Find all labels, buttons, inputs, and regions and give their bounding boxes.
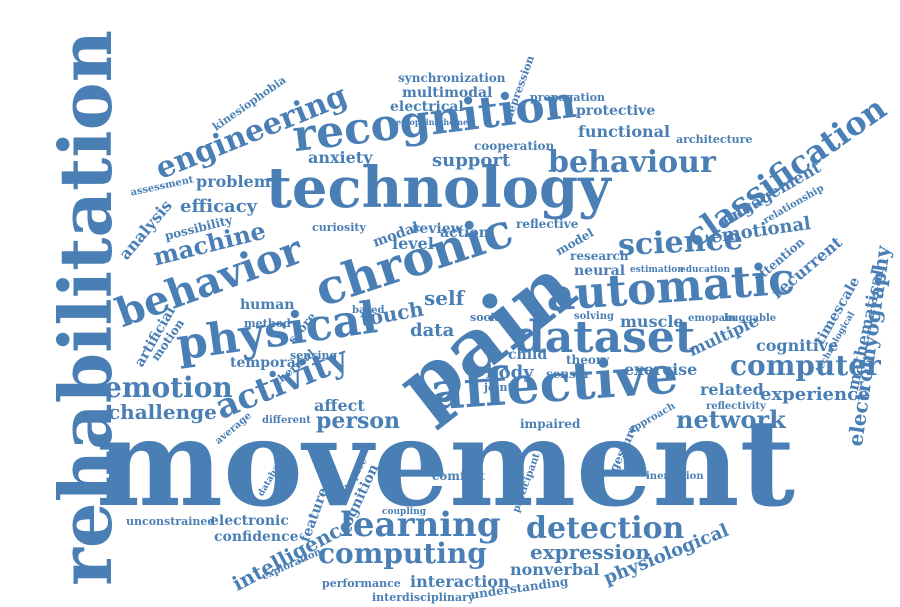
word-efficacy: efficacy <box>180 196 258 217</box>
word-nonverbal: nonverbal <box>510 560 600 579</box>
word-problem: problem <box>196 172 271 191</box>
word-curiosity: curiosity <box>312 221 366 234</box>
word-self: self <box>424 286 465 310</box>
word-computer: computer <box>730 349 881 382</box>
word-exercise: exercise <box>624 360 698 379</box>
word-challenge: challenge <box>108 400 217 424</box>
word-related: related <box>700 380 764 399</box>
word-behaviour: behaviour <box>548 145 716 180</box>
word-computing: computing <box>318 537 487 570</box>
word-synchronization: synchronization <box>398 71 506 85</box>
word-muscle: muscle <box>620 312 684 331</box>
word-network: network <box>676 405 786 434</box>
word-experience: experience <box>760 384 870 405</box>
word-unconstrained: unconstrained <box>126 515 216 528</box>
word-technology: technology <box>266 155 611 221</box>
word-education: education <box>680 265 730 275</box>
word-body: body <box>486 362 534 383</box>
word-support: support <box>432 150 511 171</box>
word-action: action <box>440 225 489 241</box>
word-cognitive: cognitive <box>756 336 839 355</box>
word-detection: detection <box>526 511 685 546</box>
word-emopain: emopain <box>688 313 737 324</box>
word-research: research <box>570 249 629 263</box>
word-emopainathome: emopainathome <box>396 117 469 127</box>
word-method: method <box>244 317 291 330</box>
word-neural: neural <box>574 263 626 279</box>
word-impaired: impaired <box>520 417 581 431</box>
word-protective: protective <box>576 103 656 119</box>
word-reflective: reflective <box>516 217 579 231</box>
word-level: level <box>392 234 434 253</box>
word-estimation: estimation <box>630 265 684 275</box>
word-dataset: dataset <box>514 312 696 363</box>
word-electrical: electrical <box>390 99 464 115</box>
word-data: data <box>410 320 455 341</box>
word-affect: affect <box>314 396 365 415</box>
word-expression: expression <box>530 540 650 564</box>
word-ineraction: ineraction <box>646 471 704 482</box>
word-joint: joint <box>484 381 513 394</box>
word-sensor: sensor <box>546 367 591 381</box>
word-person: person <box>316 408 401 434</box>
word-learning: learning <box>340 505 501 545</box>
word-huggable: huggable <box>724 313 777 324</box>
word-child: child <box>508 347 548 363</box>
word-human: human <box>240 297 295 313</box>
word-electronic: electronic <box>210 513 289 529</box>
word-review: review <box>412 221 463 237</box>
word-comfort: comfort <box>432 469 486 483</box>
word-functional: functional <box>578 122 671 141</box>
word-different: different <box>262 415 311 426</box>
word-temporal: temporal <box>230 355 302 371</box>
word-interdisciplinary: interdisciplinary <box>372 591 475 604</box>
word-theory: theory <box>566 353 610 367</box>
word-solving: solving <box>574 311 614 322</box>
word-cooperation: cooperation <box>474 139 555 153</box>
word-multimodal: multimodal <box>402 85 493 101</box>
word-social: social <box>470 311 506 324</box>
word-based: based <box>352 305 385 316</box>
word-reflectivity: reflectivity <box>706 401 766 412</box>
word-interaction: interaction <box>410 572 510 591</box>
word-movement: movement <box>96 393 796 534</box>
word-emotion: emotion <box>104 371 233 404</box>
word-sensing: sensing <box>290 349 338 362</box>
word-propagation: propagation <box>530 91 606 104</box>
word-coupling: coupling <box>382 507 426 517</box>
word-confidence: confidence <box>214 529 299 545</box>
word-performance: performance <box>322 577 401 590</box>
word-architecture: architecture <box>676 133 753 146</box>
word-anxiety: anxiety <box>308 148 373 167</box>
